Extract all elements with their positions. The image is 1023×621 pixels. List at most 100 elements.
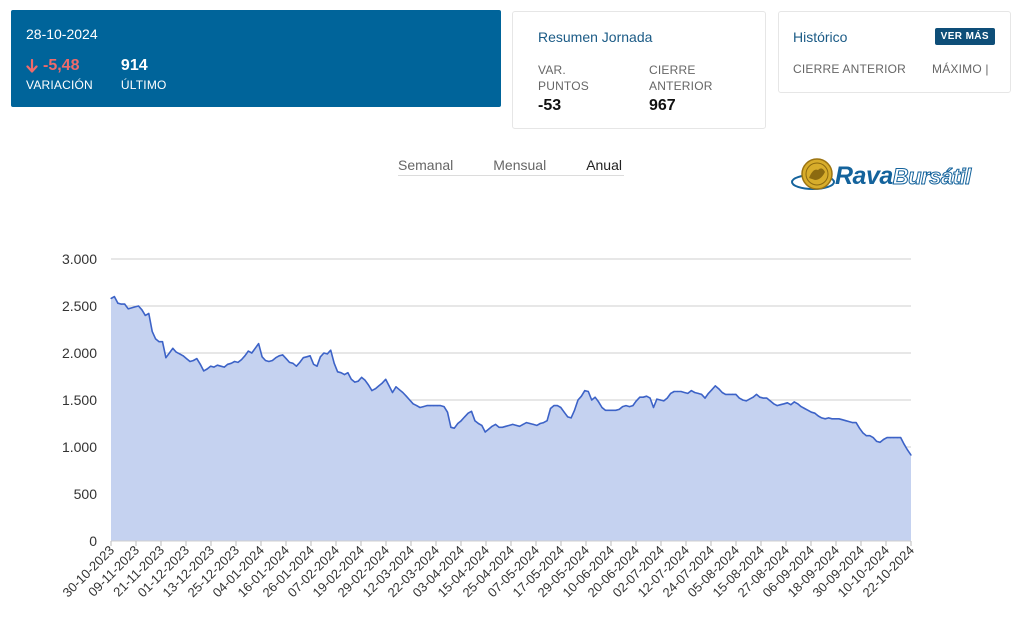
see-more-button[interactable]: VER MÁS — [934, 28, 995, 45]
data-point — [155, 338, 157, 340]
data-point — [618, 408, 620, 410]
annual-area-chart: 05001.0001.5002.0002.5003.00030-10-20230… — [59, 251, 917, 600]
data-point — [773, 403, 775, 405]
data-point — [124, 303, 126, 305]
data-point — [398, 389, 400, 391]
data-point — [807, 409, 809, 411]
data-point — [714, 385, 716, 387]
data-point — [793, 401, 795, 403]
data-point — [429, 405, 431, 407]
data-point — [762, 397, 765, 399]
data-point — [337, 371, 339, 373]
data-point — [378, 385, 380, 387]
data-point — [168, 352, 170, 354]
data-point — [460, 420, 462, 422]
data-point — [210, 365, 212, 367]
data-point — [391, 391, 394, 394]
data-point — [601, 406, 603, 409]
data-point — [151, 330, 153, 332]
data-point — [498, 426, 500, 428]
data-point — [464, 416, 466, 418]
data-point — [285, 358, 287, 360]
variation-label: VARIACIÓN — [26, 78, 93, 92]
last-label: ÚLTIMO — [120, 78, 167, 92]
logo-text-main: Rava — [835, 162, 893, 190]
data-point — [845, 420, 847, 422]
data-point — [841, 419, 843, 421]
data-point — [642, 396, 644, 398]
data-point — [755, 393, 758, 395]
quote-date: 28-10-2024 — [26, 26, 98, 42]
data-point — [666, 397, 668, 399]
history-title: Histórico — [793, 29, 848, 45]
data-point — [172, 347, 174, 349]
data-point — [412, 403, 414, 405]
data-point — [834, 418, 837, 420]
data-point — [704, 397, 706, 399]
data-point — [388, 385, 390, 387]
data-point — [409, 399, 411, 401]
data-point — [306, 356, 308, 358]
data-point — [862, 432, 864, 434]
y-tick-label: 500 — [74, 486, 98, 502]
data-point — [295, 365, 297, 367]
data-point — [896, 437, 898, 439]
data-point — [405, 395, 407, 397]
data-point — [907, 449, 909, 451]
data-point — [721, 391, 723, 394]
data-point — [587, 390, 589, 393]
data-point — [199, 363, 201, 365]
summary-card: Resumen Jornada VAR. PUNTOS -53 CIERRE A… — [512, 11, 766, 129]
data-point — [872, 437, 874, 439]
data-point — [131, 307, 133, 309]
history-card: Histórico VER MÁS CIERRE ANTERIOR MÁXIMO… — [778, 11, 1011, 93]
tab-mensual[interactable]: Mensual — [493, 157, 547, 173]
tab-semanal[interactable]: Semanal — [398, 157, 454, 173]
data-point — [113, 296, 115, 298]
tab-anual[interactable]: Anual — [586, 157, 622, 176]
data-point — [838, 418, 840, 420]
data-point — [604, 409, 607, 411]
data-point — [141, 309, 143, 311]
data-point — [127, 308, 129, 310]
data-point — [333, 362, 335, 364]
data-point — [110, 297, 112, 300]
data-point — [573, 409, 576, 411]
data-point — [543, 422, 545, 424]
data-point — [474, 420, 476, 422]
var-points-stat: VAR. PUNTOS -53 — [538, 62, 589, 115]
data-point — [443, 406, 445, 408]
data-point — [615, 409, 617, 411]
data-point — [234, 360, 236, 363]
data-point — [563, 411, 565, 413]
data-point — [440, 405, 442, 407]
data-point — [776, 405, 778, 407]
data-point — [258, 343, 260, 345]
data-point — [422, 406, 424, 408]
logo-text: RavaBursátil — [835, 162, 972, 191]
data-point — [343, 374, 346, 376]
data-point — [230, 362, 232, 364]
data-point — [783, 403, 785, 405]
data-point — [350, 378, 352, 380]
data-point — [264, 359, 267, 362]
coin-emblem-icon — [791, 158, 835, 190]
data-point — [481, 424, 483, 426]
data-point — [882, 438, 885, 441]
data-point — [385, 378, 387, 380]
data-point — [731, 393, 734, 395]
data-point — [522, 423, 524, 425]
data-point — [529, 422, 531, 425]
data-point — [165, 357, 167, 359]
data-point — [690, 390, 692, 392]
data-point — [745, 400, 747, 402]
prev-close-stat: CIERRE ANTERIOR 967 — [649, 62, 713, 115]
data-point — [591, 399, 593, 401]
data-point — [189, 360, 191, 363]
data-point — [247, 350, 249, 352]
data-point — [419, 406, 421, 409]
data-point — [855, 422, 857, 424]
data-point — [120, 303, 122, 305]
data-point — [134, 306, 136, 308]
data-point — [649, 397, 651, 399]
